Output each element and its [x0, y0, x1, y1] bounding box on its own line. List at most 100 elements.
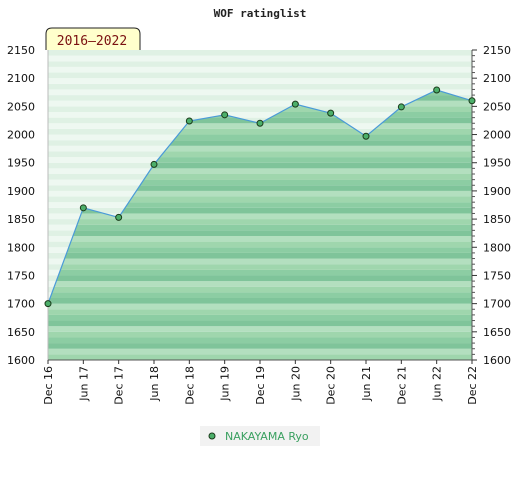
x-tick-label: Jun 20 — [289, 366, 302, 402]
y-tick-label-left: 1950 — [7, 157, 35, 170]
x-tick-label: Dec 22 — [466, 366, 479, 405]
data-point — [468, 97, 476, 105]
x-tick-label: Jun 17 — [77, 366, 90, 402]
area-band — [48, 157, 472, 163]
background-band — [48, 89, 472, 96]
area-band — [48, 190, 472, 197]
background-band — [48, 106, 472, 112]
area-band — [48, 162, 472, 169]
y-axis-right: 1600 1650 1700 1750 1800 1850 1900 1950 2000 2050… — [472, 44, 511, 367]
period-badge: 2016–2022 — [45, 27, 141, 50]
data-point — [397, 103, 405, 111]
area-band — [48, 320, 472, 327]
y-tick-label-left: 1850 — [7, 213, 35, 226]
area-band — [48, 179, 472, 186]
area-band — [48, 337, 472, 344]
area-band — [48, 286, 472, 293]
background-band — [48, 55, 472, 62]
x-tick-label: Dec 20 — [325, 366, 338, 405]
y-tick-label-right: 1800 — [483, 241, 511, 254]
legend: NAKAYAMA Ryo — [200, 426, 320, 446]
area-band — [48, 196, 472, 203]
area-band — [48, 314, 472, 321]
data-point — [150, 160, 158, 168]
area-band — [48, 303, 472, 310]
area-band — [48, 343, 472, 349]
x-tick-label: Dec 17 — [113, 366, 126, 405]
area-band — [48, 354, 472, 360]
area-band — [48, 326, 472, 332]
y-tick-label-left: 1700 — [7, 298, 35, 311]
background-band — [48, 50, 472, 56]
area-band — [48, 128, 472, 135]
area-band — [48, 219, 472, 225]
area-band — [48, 269, 472, 276]
area-band — [48, 168, 472, 174]
background-band — [48, 100, 472, 107]
area-band — [48, 309, 472, 315]
y-tick-label-left: 1900 — [7, 185, 35, 198]
area-band — [48, 292, 472, 298]
x-tick-label: Dec 19 — [254, 366, 267, 405]
data-point — [433, 86, 441, 94]
area-band — [48, 213, 472, 220]
background-band — [48, 83, 472, 90]
background-band — [48, 66, 472, 73]
y-tick-label-left: 1650 — [7, 326, 35, 339]
x-tick-label: Jun 18 — [148, 366, 161, 402]
background-band — [48, 78, 472, 84]
y-tick-label-right: 2000 — [483, 129, 511, 142]
y-tick-label-right: 1650 — [483, 326, 511, 339]
legend-series-name: NAKAYAMA Ryo — [225, 430, 309, 443]
area-band — [48, 236, 472, 242]
y-tick-label-left: 1750 — [7, 269, 35, 282]
background-band — [48, 61, 472, 67]
chart-title: WOF ratinglist — [214, 7, 307, 20]
y-tick-label-right: 1700 — [483, 298, 511, 311]
data-point — [115, 213, 123, 221]
y-tick-label-left: 2150 — [7, 44, 35, 57]
background-band — [48, 112, 472, 118]
y-tick-label-right: 1950 — [483, 157, 511, 170]
background-band — [48, 72, 472, 79]
x-tick-label: Jun 22 — [431, 366, 444, 402]
area-band — [48, 275, 472, 282]
data-point — [185, 117, 193, 125]
area-band — [48, 174, 472, 180]
x-tick-label: Jun 19 — [219, 366, 232, 402]
data-point — [79, 204, 87, 212]
area-band — [48, 247, 472, 253]
area-band — [48, 151, 472, 158]
y-tick-label-right: 2150 — [483, 44, 511, 57]
y-tick-label-right: 2050 — [483, 100, 511, 113]
area-band — [48, 207, 472, 214]
y-tick-label-left: 2000 — [7, 129, 35, 142]
data-point — [362, 132, 370, 140]
area-band — [48, 331, 472, 338]
area-band — [48, 241, 472, 248]
legend-box — [200, 426, 320, 446]
y-tick-label-right: 2100 — [483, 72, 511, 85]
x-tick-label: Dec 16 — [42, 366, 55, 405]
x-tick-label: Dec 21 — [395, 366, 408, 405]
area-band — [48, 140, 472, 146]
data-point — [327, 109, 335, 117]
data-point — [256, 119, 264, 127]
area-band — [48, 145, 472, 152]
data-point — [221, 111, 229, 119]
data-markers — [44, 86, 476, 308]
y-axis-left: 1600 1650 1700 1750 1800 1850 1900 1950 2000 2050… — [7, 44, 35, 367]
area-band — [48, 134, 472, 141]
y-tick-label-left: 2050 — [7, 100, 35, 113]
legend-marker-icon — [208, 432, 216, 440]
area-band — [48, 202, 472, 208]
data-point — [291, 100, 299, 108]
data-point — [44, 300, 52, 308]
x-tick-label: Jun 21 — [360, 366, 373, 402]
y-tick-label-right: 1900 — [483, 185, 511, 198]
period-badge-text: 2016–2022 — [57, 34, 127, 49]
area-band — [48, 252, 472, 259]
area-band — [48, 281, 472, 287]
y-tick-label-left: 1800 — [7, 241, 35, 254]
area-band — [48, 185, 472, 191]
